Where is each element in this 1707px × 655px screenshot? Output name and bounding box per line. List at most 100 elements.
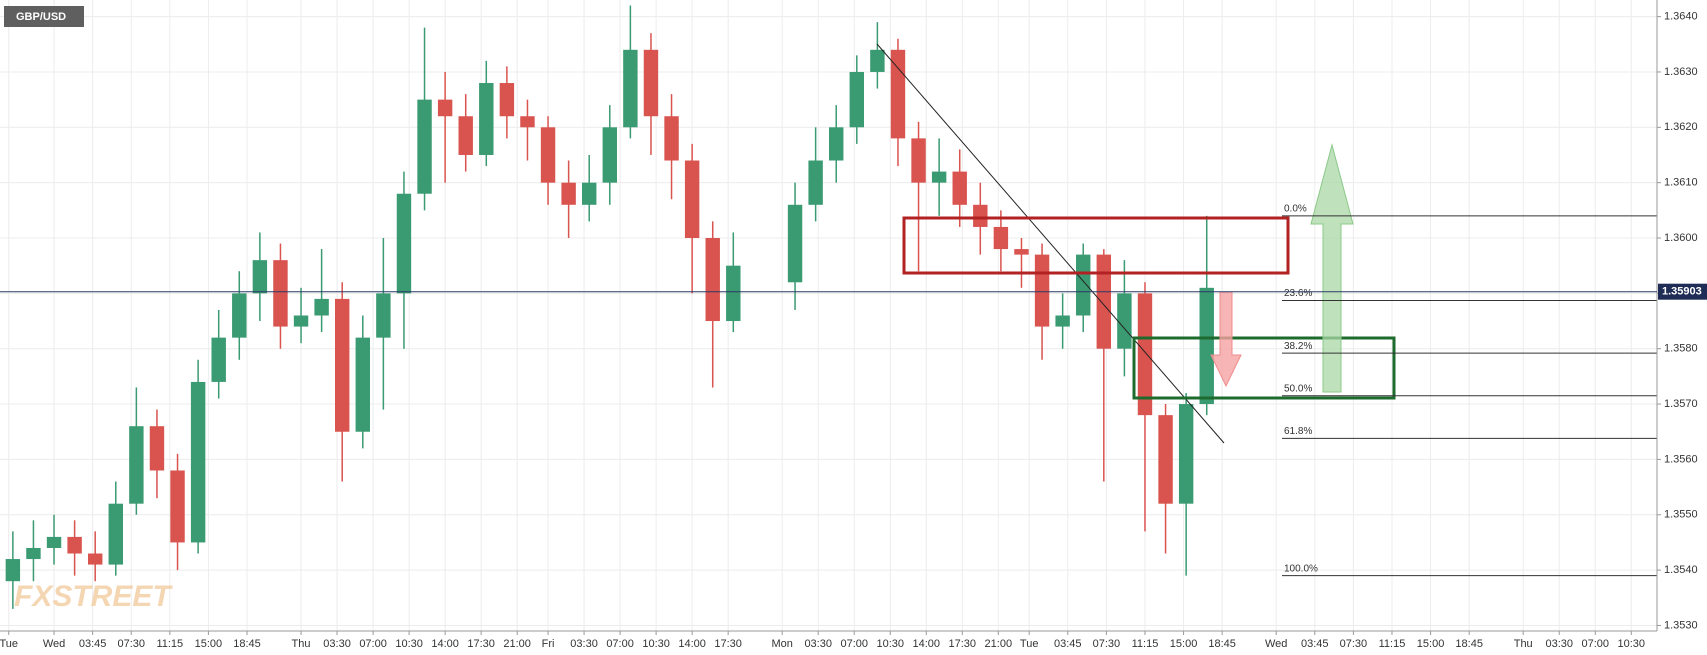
candle-body xyxy=(952,171,967,205)
x-tick-label: 03:30 xyxy=(804,638,832,650)
x-tick-label: 17:30 xyxy=(467,638,495,650)
candle-body xyxy=(808,160,823,205)
grid xyxy=(0,0,1657,631)
candle-body xyxy=(1178,404,1194,504)
down-arrow xyxy=(1210,291,1242,388)
symbol-label: GBP/USD xyxy=(16,11,66,23)
candle-body xyxy=(520,116,535,128)
candle-body xyxy=(1158,415,1173,504)
candle-body xyxy=(458,116,473,155)
y-tick-label: 1.3570 xyxy=(1664,398,1698,410)
x-tick-label: Thu xyxy=(1514,638,1533,650)
candle-body xyxy=(540,127,556,183)
x-tick-label: 07:00 xyxy=(840,638,868,650)
x-tick-label: 03:45 xyxy=(1301,638,1329,650)
last-price-box xyxy=(1658,283,1707,300)
candle-body xyxy=(787,204,803,283)
candle-body xyxy=(335,298,350,432)
watermark: FXSTREET xyxy=(14,580,173,613)
x-tick-label: 15:00 xyxy=(1170,638,1198,650)
y-tick-label: 1.3640 xyxy=(1664,11,1698,23)
x-tick-label: 14:00 xyxy=(678,638,706,650)
candle-body xyxy=(1014,249,1029,255)
candle-body xyxy=(911,138,926,183)
x-tick-label: 18:45 xyxy=(1455,638,1483,650)
candle-body xyxy=(684,160,700,239)
candle-body xyxy=(726,265,741,322)
fib-label: 61.8% xyxy=(1284,426,1312,437)
fib-label: 50.0% xyxy=(1284,383,1312,394)
candle-body xyxy=(437,99,453,117)
trend-line xyxy=(876,43,1225,444)
x-tick-label: 10:30 xyxy=(395,638,423,650)
x-tick-label: 17:30 xyxy=(714,638,742,650)
x-tick-label: 07:30 xyxy=(117,638,145,650)
x-tick-label: 11:15 xyxy=(156,638,183,650)
candle-body xyxy=(890,49,906,139)
x-tick-label: 14:00 xyxy=(431,638,459,650)
fib-label: 38.2% xyxy=(1284,341,1312,352)
fib-label: 0.0% xyxy=(1284,204,1307,215)
candle-body xyxy=(108,503,123,565)
candle-body xyxy=(149,426,165,471)
candle-body xyxy=(1117,293,1132,349)
resistance-box xyxy=(902,216,1290,275)
candle-body xyxy=(273,260,288,327)
x-tick-label: 14:00 xyxy=(913,638,941,650)
x-tick-label: 07:00 xyxy=(606,638,634,650)
y-tick-label: 1.3540 xyxy=(1664,564,1698,576)
candle-body xyxy=(87,553,103,565)
candle-body xyxy=(252,260,268,294)
candle-body xyxy=(931,171,947,183)
candle-body xyxy=(355,337,370,432)
candle-body xyxy=(5,559,21,582)
x-tick-label: 07:30 xyxy=(1093,638,1121,650)
x-tick-label: 10:30 xyxy=(642,638,670,650)
x-tick-label: 17:30 xyxy=(949,638,977,650)
candle-body xyxy=(829,127,844,161)
x-tick-label: 18:45 xyxy=(1208,638,1236,650)
candles xyxy=(5,5,1214,609)
x-tick-label: 03:30 xyxy=(323,638,351,650)
candle-body xyxy=(1199,287,1214,405)
x-tick-label: Wed xyxy=(1265,638,1287,650)
y-tick-label: 1.3580 xyxy=(1664,343,1698,355)
candle-body xyxy=(211,337,226,382)
candle-body xyxy=(67,536,82,554)
candle-body xyxy=(973,204,988,227)
candle-body xyxy=(417,99,432,194)
candle-body xyxy=(46,536,62,548)
candle-body xyxy=(1055,315,1070,327)
x-tick-label: Wed xyxy=(43,638,65,650)
x-tick-label: 21:00 xyxy=(985,638,1013,650)
x-tick-label: 03:30 xyxy=(1545,638,1573,650)
x-tick-label: 18:45 xyxy=(233,638,261,650)
candle-body xyxy=(499,83,515,117)
candle-body xyxy=(396,193,412,294)
candle-body xyxy=(849,71,865,128)
candle-body xyxy=(1137,293,1153,416)
fib-label: 23.6% xyxy=(1284,288,1312,299)
x-tick-label: Mon xyxy=(771,638,792,650)
candle-body xyxy=(561,182,576,205)
candle-body xyxy=(623,49,638,128)
candle-body xyxy=(314,298,329,316)
x-tick-label: 10:30 xyxy=(876,638,904,650)
x-tick-label: 03:45 xyxy=(79,638,107,650)
candle-body xyxy=(643,49,659,117)
last-price-label: 1.35903 xyxy=(1662,286,1702,298)
candle-body xyxy=(190,381,206,543)
candle-body xyxy=(1076,254,1091,316)
x-tick-label: 11:15 xyxy=(1379,638,1406,650)
x-tick-label: 07:00 xyxy=(359,638,387,650)
candle-body xyxy=(602,127,618,183)
x-tick-label: 10:30 xyxy=(1618,638,1646,650)
x-tick-label: 15:00 xyxy=(195,638,223,650)
x-tick-label: 07:30 xyxy=(1340,638,1368,650)
symbol-box xyxy=(4,6,84,27)
x-tick-label: 21:00 xyxy=(503,638,531,650)
y-tick-label: 1.3550 xyxy=(1664,509,1698,521)
